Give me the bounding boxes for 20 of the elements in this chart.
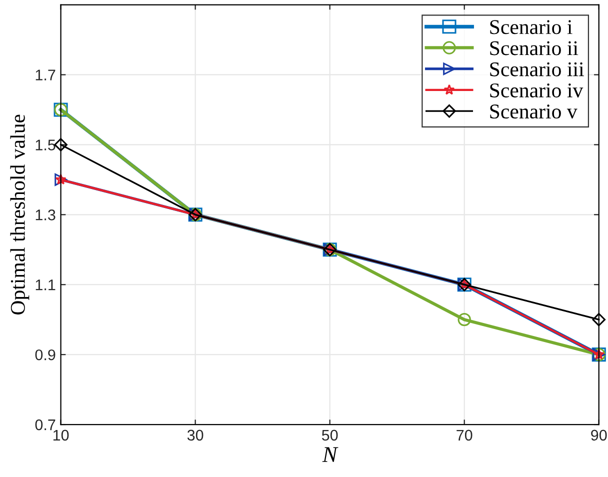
- y-tick-label: 0.7: [35, 419, 56, 430]
- y-tick-label: 0.9: [35, 349, 56, 360]
- x-tick-label: 10: [53, 430, 69, 441]
- y-tick-label: 1.7: [36, 70, 56, 80]
- legend-label: Scenario v: [490, 104, 578, 119]
- legend-label: Scenario i: [490, 20, 572, 34]
- x-axis-title: N: [322, 447, 338, 462]
- x-tick-label: 30: [187, 430, 204, 441]
- legend-label: Scenario iii: [490, 62, 584, 76]
- y-tick-label: 1.3: [36, 210, 56, 220]
- y-tick-label: 1.5: [36, 140, 56, 150]
- y-tick-label: 1.1: [36, 280, 56, 290]
- point: [592, 312, 606, 326]
- x-tick-label: 50: [322, 430, 338, 441]
- legend-label: Scenario iv: [490, 83, 584, 98]
- legend-label: Scenario ii: [490, 41, 578, 56]
- point: [54, 138, 68, 152]
- x-tick-label: 90: [591, 430, 607, 441]
- x-tick-label: 70: [456, 430, 472, 441]
- y-axis-title: Optimal threshold value: [10, 114, 30, 314]
